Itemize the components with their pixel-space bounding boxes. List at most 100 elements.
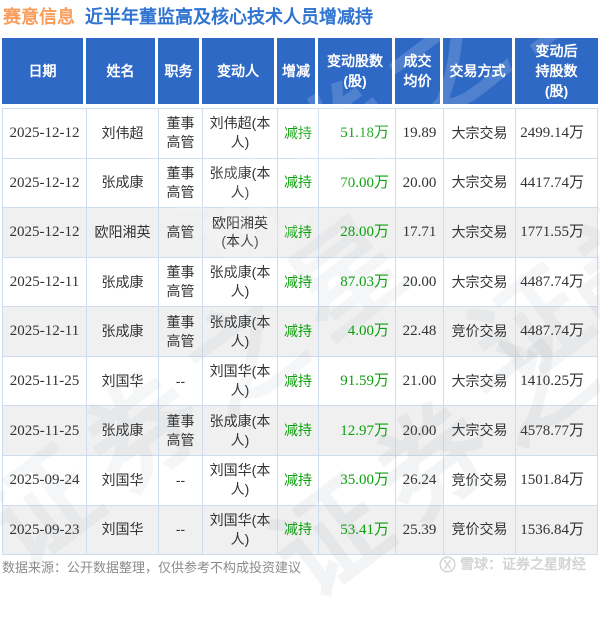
table-cell-6: 20.00 [396, 406, 444, 455]
brand-watermark: 雪球：证券之星财经 [439, 554, 586, 574]
table-row: 2025-09-24 刘国华 -- 刘国华(本人) 减持 35.00万 26.24 竞价交易 1… [3, 455, 597, 506]
table-cell-6: 25.39 [396, 505, 444, 555]
table-cell-2: 董事高管 [159, 257, 203, 307]
table-cell-3: 张成康(本人) [203, 257, 278, 307]
table-cell-1: 刘国华 [87, 455, 159, 505]
table-cell-8: 1536.84万 [520, 521, 584, 538]
table-cell-5: 53.41万 [319, 505, 396, 555]
table-cell-4: 减持 [278, 406, 319, 455]
table-cell-6: 17.71 [396, 208, 444, 257]
table-cell-1: 刘国华 [87, 505, 159, 555]
table-row: 2025-12-12 张成康 董事高管 张成康(本人) 减持 70.00万 20.00 大宗交… [3, 158, 597, 209]
table-cell-4: 减持 [278, 208, 319, 257]
table-cell-4: 减持 [278, 455, 319, 505]
table-cell-2: 董事高管 [159, 307, 203, 356]
table-cell-2: -- [159, 505, 203, 555]
table-cell-2: -- [159, 356, 203, 406]
table-cell-0: 2025-12-12 [3, 109, 87, 158]
table-cell-3: 刘伟超(本人) [203, 109, 278, 158]
table-cell-0: 2025-12-12 [3, 158, 87, 208]
table-cell-4: 减持 [278, 505, 319, 555]
table-cell-4: 减持 [278, 356, 319, 406]
column-header-3: 变动人 [202, 38, 277, 104]
table-cell-8: 4487.74万 [520, 273, 584, 290]
table-cell-6: 26.24 [396, 455, 444, 505]
table-cell-1: 欧阳湘英 [87, 208, 159, 257]
table-cell-4: 减持 [278, 158, 319, 208]
column-header-0: 日期 [2, 38, 86, 104]
table-cell-5: 91.59万 [319, 356, 396, 406]
footer: 数据来源：公开数据整理，仅供参考不构成投资建议 雪球：证券之星财经 [0, 554, 600, 577]
table-cell-8: 1771.55万 [520, 224, 584, 241]
column-header-6: 成交 均价 [395, 38, 443, 104]
table-row: 2025-11-25 刘国华 -- 刘国华(本人) 减持 91.59万 21.00 大宗交易 1… [3, 356, 597, 407]
table-cell-8: 4417.74万 [520, 174, 584, 191]
table-cell-6: 22.48 [396, 307, 444, 356]
table-cell-1: 张成康 [87, 257, 159, 307]
table-cell-7: 大宗交易 [444, 158, 516, 208]
table-cell-8: 2499.14万 [520, 125, 584, 142]
table-cell-3: 欧阳湘英(本人) [203, 208, 278, 257]
table-cell-8: 4578.77万 [520, 422, 584, 439]
table-cell-0: 2025-12-11 [3, 307, 87, 356]
column-header-8: 变动后 持股数 (股) [535, 42, 578, 100]
table-cell-8: 1410.25万 [520, 372, 584, 389]
table-header-row: 日期 姓名 职务 变动人 增减 变动股数 (股) 成交 均价 交易方式 变动后 持股数 (股) [2, 38, 598, 104]
xueqiu-logo-icon [439, 555, 456, 573]
table-cell-4: 减持 [278, 257, 319, 307]
table-cell-0: 2025-11-25 [3, 406, 87, 455]
table-cell-5: 70.00万 [319, 158, 396, 208]
table-cell-7: 大宗交易 [444, 406, 516, 455]
brand-label: 雪球：证券之星财经 [460, 556, 586, 572]
table-cell-7: 竞价交易 [444, 455, 516, 505]
table-cell-6: 20.00 [396, 158, 444, 208]
table-cell-0: 2025-09-23 [3, 505, 87, 555]
table-cell-0: 2025-09-24 [3, 455, 87, 505]
column-header-2: 职务 [158, 38, 202, 104]
table-cell-1: 刘国华 [87, 356, 159, 406]
insider-holdings-change-card: 证券之星 证券之星 证券之星 证券之星 赛意信息近半年董监高及核心技术人员增减持… [0, 3, 600, 622]
table-cell-2: 高管 [159, 208, 203, 257]
table-row: 2025-12-12 刘伟超 董事高管 刘伟超(本人) 减持 51.18万 19.89 大宗交… [3, 109, 597, 159]
table-cell-3: 张成康(本人) [203, 406, 278, 455]
table-row: 2025-11-25 张成康 董事高管 张成康(本人) 减持 12.97万 20.00 大宗交… [3, 406, 597, 456]
stock-name: 赛意信息 [3, 7, 75, 27]
table-cell-3: 张成康(本人) [203, 307, 278, 356]
table-cell-5: 28.00万 [319, 208, 396, 257]
table-cell-1: 张成康 [87, 158, 159, 208]
table-cell-5: 12.97万 [319, 406, 396, 455]
table-cell-6: 21.00 [396, 356, 444, 406]
table-cell-7: 竞价交易 [444, 505, 516, 555]
holdings-change-table: 日期 姓名 职务 变动人 增减 变动股数 (股) 成交 均价 交易方式 变动后 持股数 (股) … [2, 38, 598, 555]
table-cell-5: 35.00万 [319, 455, 396, 505]
table-cell-2: -- [159, 455, 203, 505]
table-cell-7: 竞价交易 [444, 307, 516, 356]
table-cell-5: 4.00万 [319, 307, 396, 356]
page-subtitle: 近半年董监高及核心技术人员增减持 [85, 7, 373, 27]
table-cell-3: 刘国华(本人) [203, 356, 278, 406]
table-cell-8: 1501.84万 [520, 472, 584, 489]
table-cell-7: 大宗交易 [444, 109, 516, 158]
column-header-4: 增减 [277, 38, 318, 104]
table-cell-5: 87.03万 [319, 257, 396, 307]
table-row: 2025-09-23 刘国华 -- 刘国华(本人) 减持 53.41万 25.39 竞价交易 1… [3, 505, 597, 555]
table-cell-8: 4487.74万 [520, 323, 584, 340]
table-cell-7: 大宗交易 [444, 356, 516, 406]
table-cell-4: 减持 [278, 109, 319, 158]
table-cell-6: 20.00 [396, 257, 444, 307]
table-body: 2025-12-12 刘伟超 董事高管 刘伟超(本人) 减持 51.18万 19.89 大宗交… [2, 108, 598, 555]
table-cell-2: 董事高管 [159, 406, 203, 455]
table-row: 2025-12-11 张成康 董事高管 张成康(本人) 减持 4.00万 22.48 竞价交易… [3, 307, 597, 357]
table-cell-2: 董事高管 [159, 158, 203, 208]
table-cell-7: 大宗交易 [444, 257, 516, 307]
page-title: 赛意信息 近半年董监高及核心技术人员增减持 [3, 3, 373, 29]
table-cell-0: 2025-12-12 [3, 208, 87, 257]
data-source-note: 数据来源：公开数据整理，仅供参考不构成投资建议 [2, 560, 302, 575]
table-cell-4: 减持 [278, 307, 319, 356]
table-cell-1: 张成康 [87, 406, 159, 455]
table-cell-3: 刘国华(本人) [203, 505, 278, 555]
table-cell-1: 刘伟超 [87, 109, 159, 158]
column-header-7: 交易方式 [443, 38, 515, 104]
column-header-1: 姓名 [86, 38, 158, 104]
table-cell-7: 大宗交易 [444, 208, 516, 257]
